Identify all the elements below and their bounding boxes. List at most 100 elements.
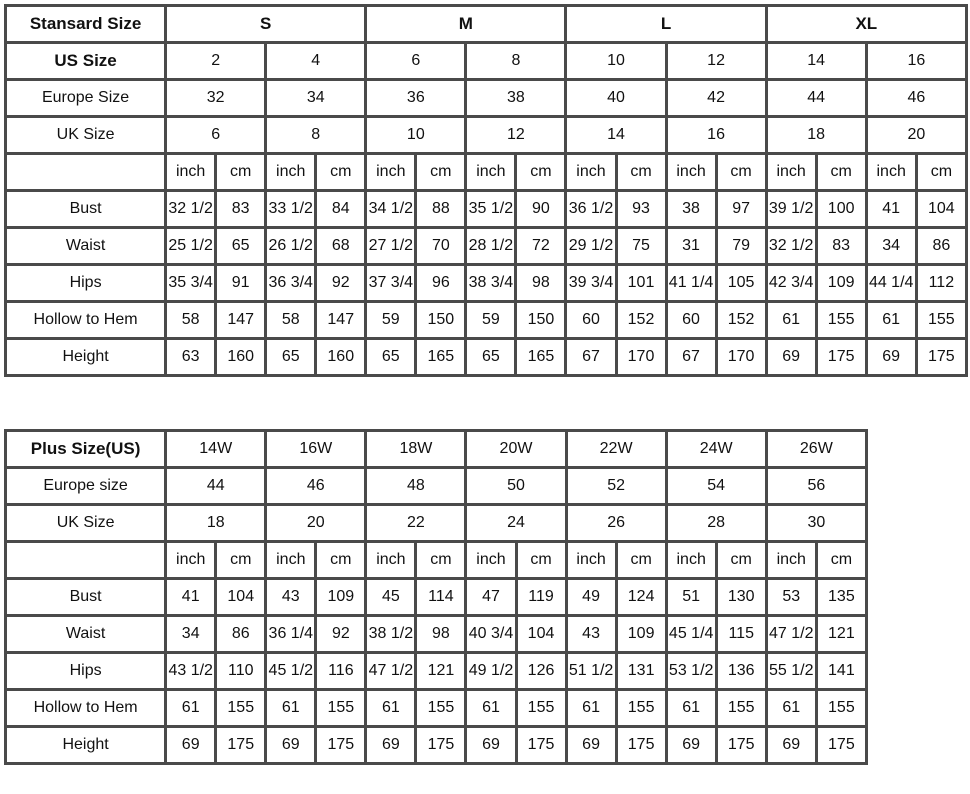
value-cell: 53 <box>764 577 818 617</box>
plus-size-header: 14W <box>164 429 268 469</box>
value-cell: 109 <box>814 263 868 303</box>
value-cell: 170 <box>714 337 768 377</box>
value-cell: 109 <box>614 614 668 654</box>
value-cell: 96 <box>414 263 468 303</box>
header-row: Plus Size(US) 14W 16W 18W 20W 22W 24W 26W <box>3 429 869 469</box>
size-cell: 32 <box>164 78 268 118</box>
value-cell: 39 3/4 <box>564 263 618 303</box>
value-cell: 175 <box>414 725 468 765</box>
unit-label: cm <box>714 152 768 192</box>
size-group-header: XL <box>764 4 969 44</box>
value-cell: 49 1/2 <box>464 651 518 691</box>
value-cell: 92 <box>314 614 368 654</box>
value-cell: 38 1/2 <box>364 614 418 654</box>
value-cell: 147 <box>214 300 268 340</box>
value-cell: 160 <box>314 337 368 377</box>
row-label: Hips <box>3 263 168 303</box>
value-cell: 69 <box>464 725 518 765</box>
value-cell: 61 <box>164 688 218 728</box>
value-cell: 150 <box>514 300 568 340</box>
value-cell: 126 <box>514 651 568 691</box>
unit-label: inch <box>564 540 618 580</box>
value-cell: 155 <box>714 688 768 728</box>
value-cell: 43 1/2 <box>164 651 218 691</box>
value-cell: 61 <box>664 688 718 728</box>
header-label: Plus Size(US) <box>3 429 168 469</box>
row-label: Waist <box>3 614 168 654</box>
value-cell: 69 <box>764 337 818 377</box>
value-cell: 53 1/2 <box>664 651 718 691</box>
standard-size-table: Stansard Size S M L XL US Size 2 4 6 8 10 12 14 16 Eur… <box>3 4 969 377</box>
value-cell: 69 <box>864 337 918 377</box>
value-cell: 86 <box>914 226 969 266</box>
measurement-row: Height 69 175 69 175 69 175 69 175 69 175 69 175 69 17… <box>3 725 869 765</box>
size-cell: 44 <box>164 466 268 506</box>
value-cell: 147 <box>314 300 368 340</box>
value-cell: 121 <box>414 651 468 691</box>
europe-size-row: Europe Size 32 34 36 38 40 42 44 46 <box>3 78 969 118</box>
value-cell: 155 <box>814 300 868 340</box>
unit-label: inch <box>364 540 418 580</box>
size-cell: 2 <box>164 41 268 81</box>
unit-label: inch <box>164 152 218 192</box>
value-cell: 31 <box>664 226 718 266</box>
value-cell: 121 <box>814 614 869 654</box>
size-cell: 36 <box>364 78 468 118</box>
value-cell: 33 1/2 <box>264 189 318 229</box>
value-cell: 116 <box>314 651 368 691</box>
size-cell: 38 <box>464 78 568 118</box>
value-cell: 69 <box>264 725 318 765</box>
value-cell: 115 <box>714 614 768 654</box>
value-cell: 65 <box>364 337 418 377</box>
value-cell: 175 <box>914 337 969 377</box>
size-cell: 26 <box>564 503 668 543</box>
value-cell: 141 <box>814 651 869 691</box>
value-cell: 175 <box>614 725 668 765</box>
value-cell: 61 <box>264 688 318 728</box>
value-cell: 36 1/4 <box>264 614 318 654</box>
value-cell: 49 <box>564 577 618 617</box>
size-cell: 48 <box>364 466 468 506</box>
size-cell: 46 <box>864 78 969 118</box>
value-cell: 119 <box>514 577 568 617</box>
row-label: Bust <box>3 577 168 617</box>
measurement-row: Height 63 160 65 160 65 165 65 165 67 170 67 170 69 17… <box>3 337 969 377</box>
value-cell: 45 1/4 <box>664 614 718 654</box>
size-cell: 10 <box>364 115 468 155</box>
unit-label: cm <box>814 152 868 192</box>
unit-label: inch <box>564 152 618 192</box>
value-cell: 39 1/2 <box>764 189 818 229</box>
size-cell: 16 <box>864 41 969 81</box>
value-cell: 61 <box>764 688 818 728</box>
unit-label: cm <box>814 540 869 580</box>
value-cell: 38 3/4 <box>464 263 518 303</box>
value-cell: 58 <box>264 300 318 340</box>
size-cell: 22 <box>364 503 468 543</box>
row-label: UK Size <box>3 115 168 155</box>
size-cell: 12 <box>464 115 568 155</box>
measurement-row: Bust 32 1/2 83 33 1/2 84 34 1/2 88 35 1/2 90 36 1… <box>3 189 969 229</box>
unit-label: cm <box>414 540 468 580</box>
header-label: Stansard Size <box>3 4 168 44</box>
row-label: Waist <box>3 226 168 266</box>
value-cell: 27 1/2 <box>364 226 418 266</box>
size-cell: 6 <box>364 41 468 81</box>
value-cell: 155 <box>214 688 268 728</box>
value-cell: 124 <box>614 577 668 617</box>
value-cell: 104 <box>214 577 268 617</box>
size-cell: 18 <box>764 115 868 155</box>
value-cell: 55 1/2 <box>764 651 818 691</box>
row-label: US Size <box>3 41 168 81</box>
value-cell: 165 <box>514 337 568 377</box>
unit-label: inch <box>464 152 518 192</box>
unit-label: inch <box>864 152 918 192</box>
value-cell: 61 <box>464 688 518 728</box>
value-cell: 112 <box>914 263 969 303</box>
value-cell: 104 <box>514 614 568 654</box>
value-cell: 131 <box>614 651 668 691</box>
size-group-header: S <box>164 4 368 44</box>
unit-row: inch cm inch cm inch cm inch cm inch cm inch cm inch… <box>3 152 969 192</box>
value-cell: 155 <box>914 300 969 340</box>
value-cell: 70 <box>414 226 468 266</box>
value-cell: 41 1/4 <box>664 263 718 303</box>
